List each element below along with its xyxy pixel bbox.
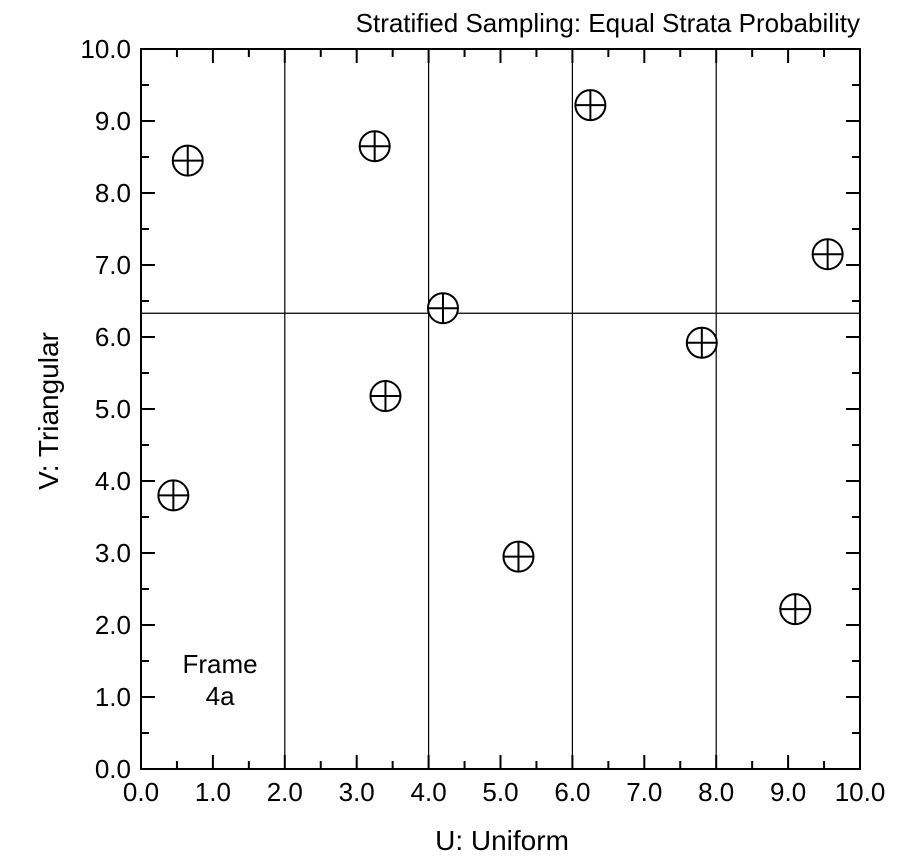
x-axis-title: U: Uniform: [435, 825, 569, 856]
y-tick-label: 9.0: [95, 106, 131, 136]
data-point: [574, 89, 607, 122]
data-point: [358, 130, 391, 163]
y-tick-label: 3.0: [95, 538, 131, 568]
data-point: [811, 238, 844, 271]
y-tick-label: 8.0: [95, 178, 131, 208]
data-point: [426, 292, 459, 325]
x-tick-label: 8.0: [698, 777, 734, 807]
y-tick-label: 4.0: [95, 466, 131, 496]
chart-title: Stratified Sampling: Equal Strata Probab…: [356, 8, 860, 38]
x-tick-label: 9.0: [770, 777, 806, 807]
strata-lines: [141, 49, 860, 769]
x-tick-labels: 0.0 1.0 2.0 3.0 4.0 5.0 6.0 7.0 8.0 9.0 10.0: [123, 777, 885, 807]
y-axis-title: V: Triangular: [33, 332, 64, 490]
data-point: [157, 479, 190, 512]
annotation-line-2: 4a: [206, 681, 235, 711]
axis-ticks: [140, 48, 861, 770]
x-tick-label: 7.0: [626, 777, 662, 807]
y-tick-label: 10.0: [80, 34, 131, 64]
x-tick-label: 0.0: [123, 777, 159, 807]
x-tick-label: 5.0: [482, 777, 518, 807]
x-tick-label: 2.0: [267, 777, 303, 807]
x-tick-label: 10.0: [835, 777, 886, 807]
data-point: [369, 380, 402, 413]
data-point: [779, 593, 812, 626]
y-tick-label: 6.0: [95, 322, 131, 352]
annotation-line-1: Frame: [183, 649, 258, 679]
x-tick-label: 3.0: [339, 777, 375, 807]
y-tick-label: 5.0: [95, 394, 131, 424]
y-tick-label: 7.0: [95, 250, 131, 280]
y-tick-label: 0.0: [95, 754, 131, 784]
data-points: [157, 89, 844, 626]
y-tick-label: 2.0: [95, 610, 131, 640]
data-point: [502, 540, 535, 573]
x-tick-label: 1.0: [195, 777, 231, 807]
x-tick-label: 4.0: [411, 777, 447, 807]
data-point: [685, 326, 718, 359]
y-tick-label: 1.0: [95, 682, 131, 712]
frame-annotation: Frame 4a: [183, 649, 258, 711]
x-tick-label: 6.0: [554, 777, 590, 807]
y-tick-labels: 0.0 1.0 2.0 3.0 4.0 5.0 6.0 7.0 8.0 9.0 10.0: [80, 34, 131, 784]
data-point: [171, 144, 204, 177]
